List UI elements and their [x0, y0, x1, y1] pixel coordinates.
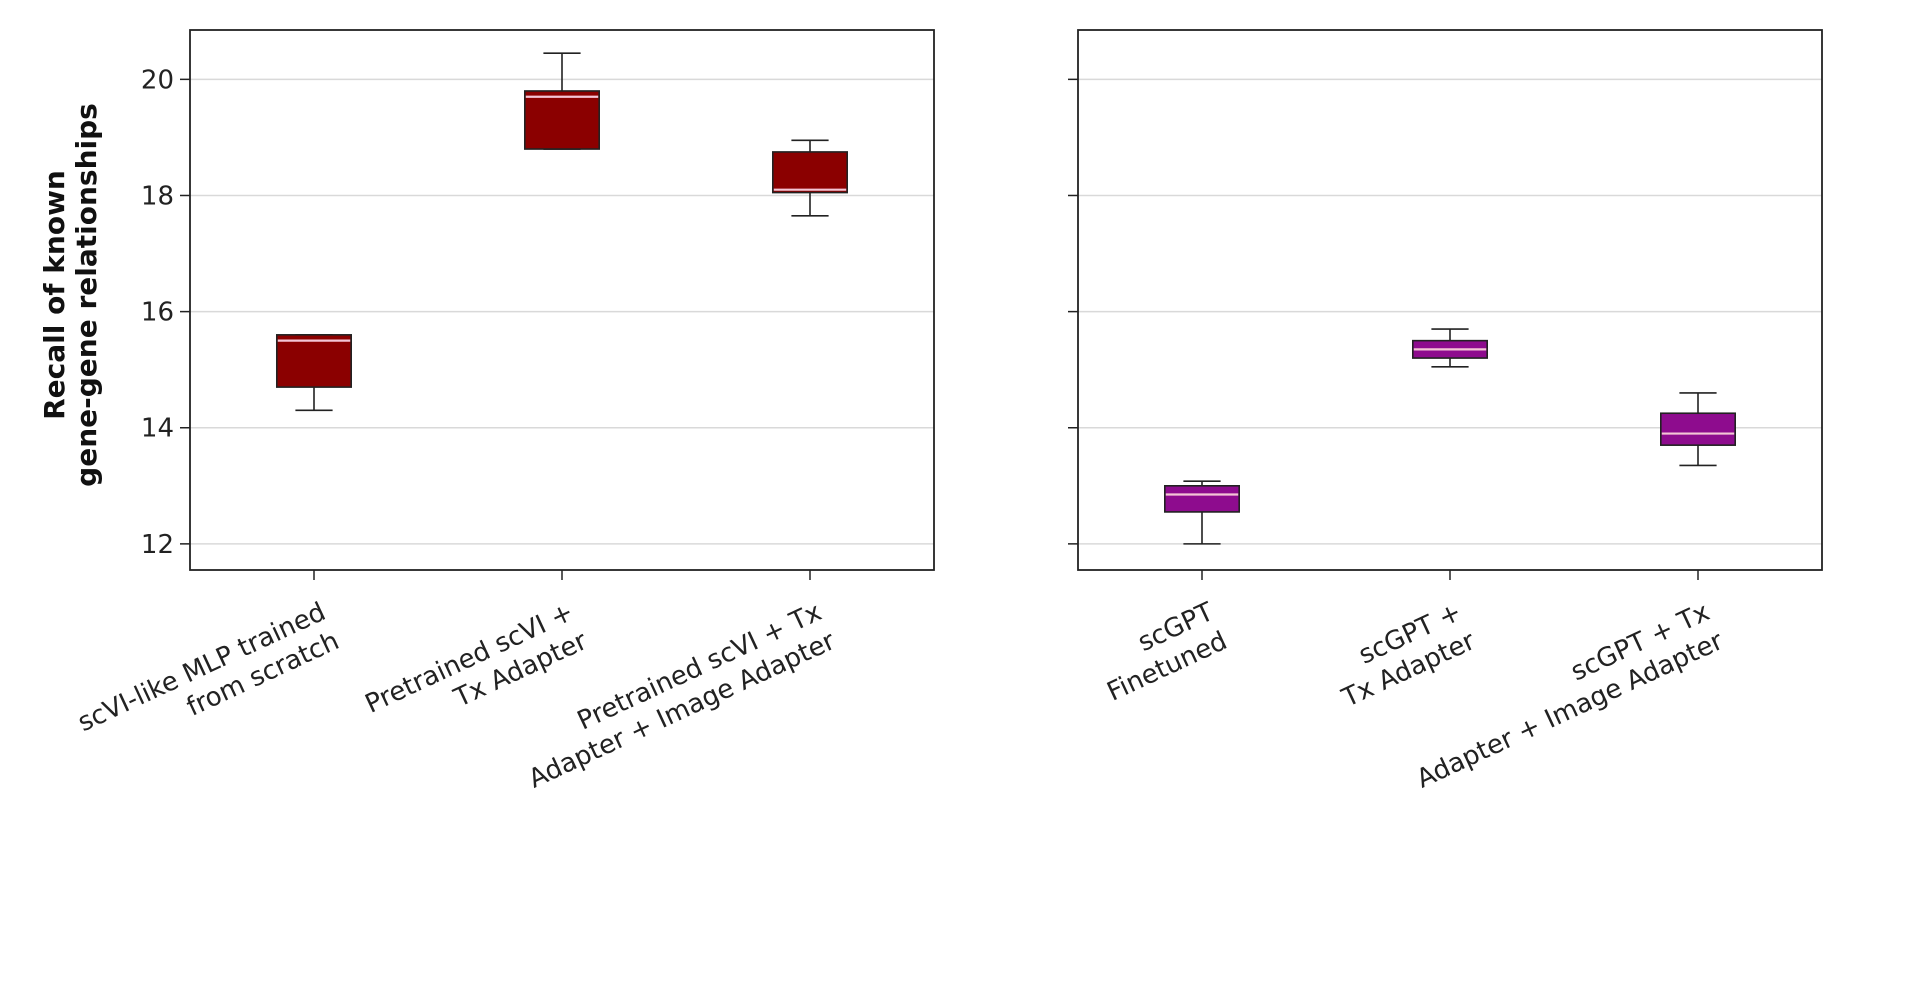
- left-box-3: [771, 139, 848, 217]
- right-axes-frame: [1077, 29, 1823, 571]
- box-body: [523, 90, 600, 150]
- left-axes-frame: [189, 29, 935, 571]
- y-axis-label-line-2: gene-gene relationships: [70, 103, 103, 487]
- y-axis-label: Recall of known gene-gene relationships: [38, 103, 103, 487]
- y-tick-label-16: 16: [141, 298, 174, 328]
- box-body: [1660, 412, 1737, 446]
- y-tick-label-12: 12: [141, 530, 174, 560]
- left-box-1: [275, 334, 352, 412]
- y-tick-label-18: 18: [141, 181, 174, 211]
- right-category-label-2: scGPT +Tx Adapter: [1337, 597, 1480, 714]
- right-box-3: [1660, 392, 1737, 467]
- y-tick-label-14: 14: [141, 414, 174, 444]
- y-tick-label-20: 20: [141, 65, 174, 95]
- y-axis-label-line-1: Recall of known: [38, 170, 71, 420]
- right-box-2: [1412, 328, 1489, 368]
- left-box-2: [523, 52, 600, 150]
- box-body: [275, 334, 352, 388]
- right-box-1: [1164, 480, 1241, 545]
- box-body: [771, 151, 848, 194]
- left-category-label-2: Pretrained scVI +Tx Adapter: [361, 597, 592, 720]
- box-body: [1164, 485, 1241, 513]
